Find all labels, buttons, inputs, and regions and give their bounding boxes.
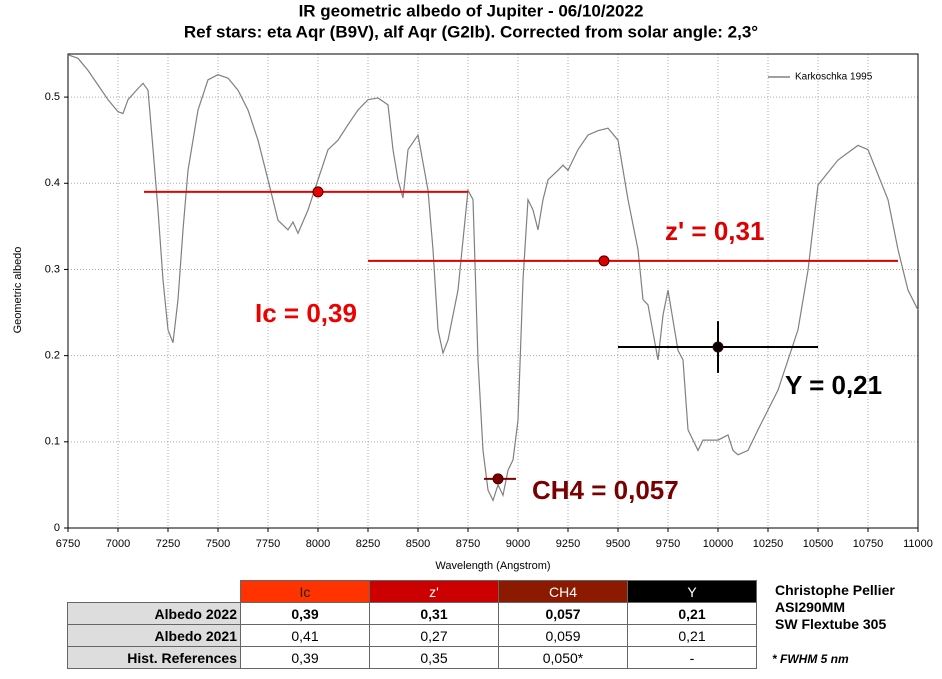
credit-line: SW Flextube 305 [775, 616, 887, 632]
filter-label: z' = 0,31 [665, 216, 764, 246]
table-cell: - [627, 646, 757, 669]
table-cell: 0,39 [240, 646, 370, 669]
x-tick-label: 10750 [853, 538, 884, 550]
x-tick-label: 10000 [703, 538, 734, 550]
y-axis-label: Geometric albedo [12, 247, 24, 334]
row-label: Hist. References [67, 646, 241, 669]
table-row: Hist. References 0,39 0,35 0,050* - [67, 646, 757, 669]
table-cell: 0,41 [240, 624, 370, 647]
y-tick-label: 0.4 [45, 177, 60, 189]
x-tick-label: 7250 [156, 538, 180, 550]
x-tick-label: 9750 [656, 538, 680, 550]
results-table: Ic z' CH4 Y Albedo 2022 0,39 0,31 0,057 0,21 Albe… [67, 580, 757, 669]
filter-point [598, 255, 610, 267]
y-tick-label: 0.5 [45, 91, 60, 103]
table-cell: 0,31 [369, 602, 499, 625]
chart-title: IR geometric albedo of Jupiter - 06/10/2… [299, 1, 644, 20]
x-tick-label: 6750 [56, 538, 80, 550]
filter-label: Y = 0,21 [785, 370, 882, 400]
filter-label: Ic = 0,39 [255, 298, 357, 328]
x-tick-label: 9500 [606, 538, 630, 550]
x-tick-label: 10250 [753, 538, 784, 550]
plot-area [68, 54, 918, 528]
credits: Christophe Pellier ASI290MM SW Flextube 30… [775, 582, 895, 633]
x-tick-label: 10500 [803, 538, 834, 550]
x-tick-label: 7000 [106, 538, 130, 550]
chart-subtitle: Ref stars: eta Aqr (B9V), alf Aqr (G2Ib)… [184, 22, 758, 41]
header-row: Ic z' CH4 Y [68, 580, 757, 603]
credit-line: ASI290MM [775, 599, 846, 615]
filter-point [492, 473, 504, 485]
table-cell: 0,21 [627, 602, 757, 625]
x-tick-label: 9000 [506, 538, 530, 550]
x-tick-label: 7750 [256, 538, 280, 550]
table-cell: 0,059 [498, 624, 628, 647]
column-header: Y [627, 580, 757, 603]
filter-label: CH4 = 0,057 [532, 475, 679, 505]
x-tick-label: 8500 [406, 538, 430, 550]
row-label: Albedo 2022 [67, 602, 241, 625]
y-tick-label: 0 [54, 522, 60, 534]
x-tick-label: 7500 [206, 538, 230, 550]
column-header: z' [369, 580, 499, 603]
table-cell: 0,35 [369, 646, 499, 669]
spectrum-line [67, 54, 919, 503]
credit-line: Christophe Pellier [775, 582, 895, 598]
table-cell: 0,050* [498, 646, 628, 669]
filter-point [712, 341, 724, 353]
plot-frame [67, 53, 919, 529]
table-cell: 0,21 [627, 624, 757, 647]
x-tick-label: 8000 [306, 538, 330, 550]
filter-point [312, 186, 324, 198]
y-tick-label: 0.1 [45, 436, 60, 448]
x-tick-label: 9250 [556, 538, 580, 550]
footnote: * FWHM 5 nm [772, 652, 849, 666]
column-header: CH4 [498, 580, 628, 603]
table-row: Albedo 2022 0,39 0,31 0,057 0,21 [67, 602, 757, 625]
table-cell: 0,39 [240, 602, 370, 625]
chart: IR geometric albedo of Jupiter - 06/10/2… [12, 1, 933, 572]
table-cell: 0,057 [498, 602, 628, 625]
x-tick-label: 8750 [456, 538, 480, 550]
legend-label: Karkoschka 1995 [795, 72, 873, 83]
x-axis-label: Wavelength (Angstrom) [435, 560, 550, 572]
y-tick-label: 0.3 [45, 263, 60, 275]
row-label: Albedo 2021 [67, 624, 241, 647]
x-tick-label: 8250 [356, 538, 380, 550]
table-row: Albedo 2021 0,41 0,27 0,059 0,21 [67, 624, 757, 647]
y-tick-label: 0.2 [45, 350, 60, 362]
corner [68, 581, 241, 603]
x-tick-label: 11000 [903, 538, 933, 550]
column-header: Ic [240, 580, 370, 603]
table-cell: 0,27 [369, 624, 499, 647]
